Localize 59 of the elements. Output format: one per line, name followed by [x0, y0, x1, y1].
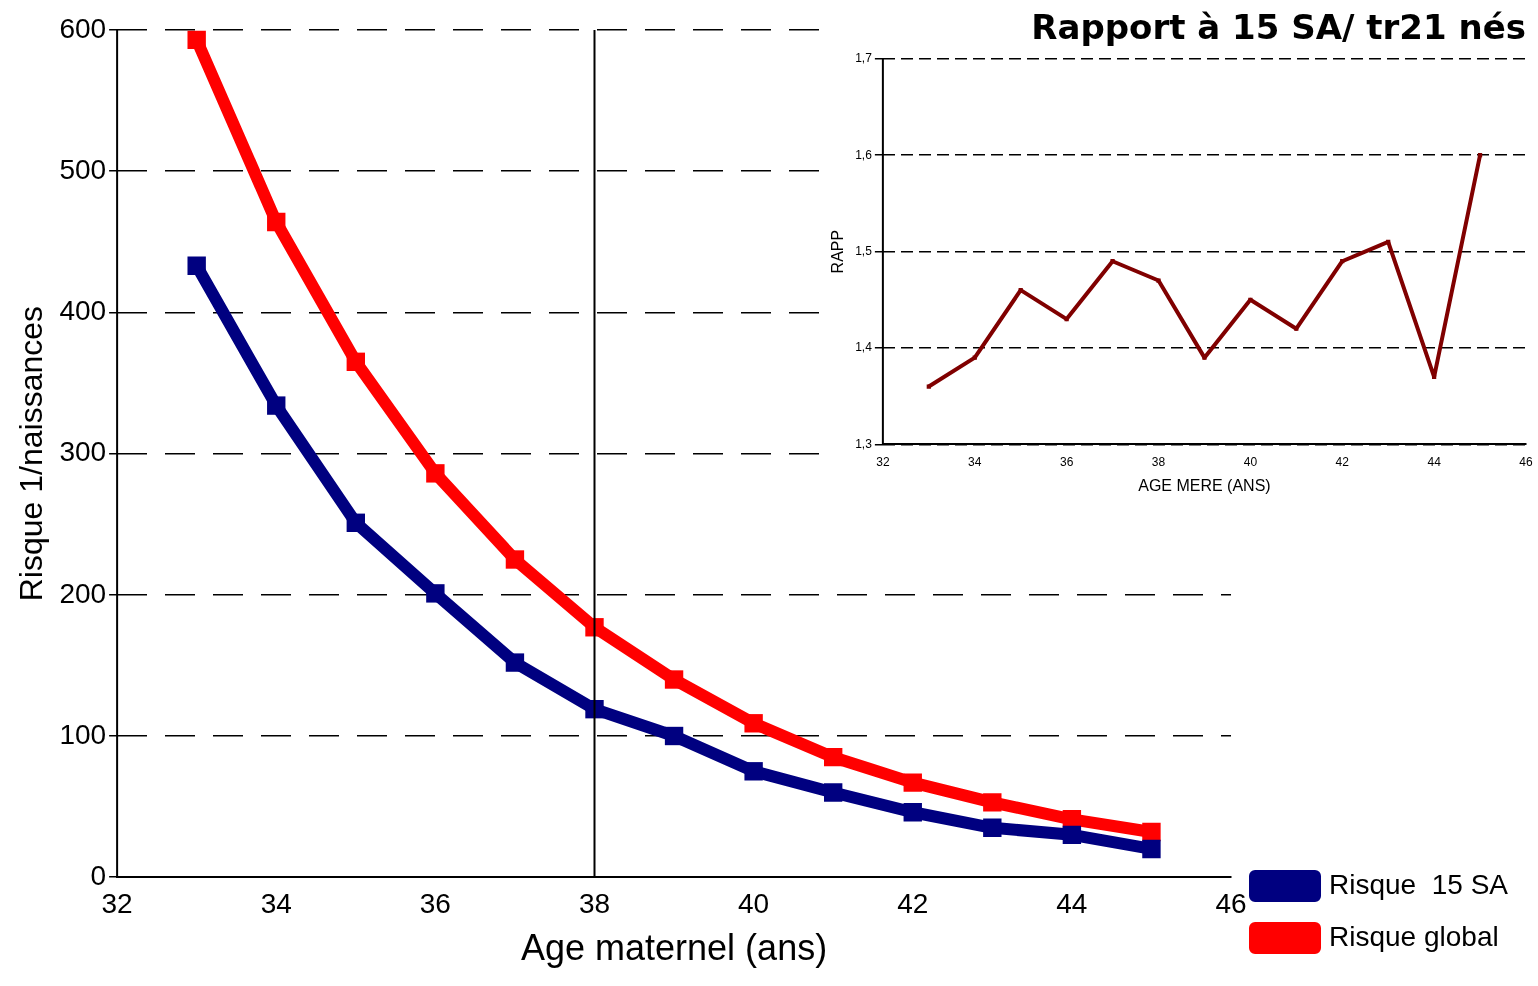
x-tick-label: 40: [1243, 454, 1258, 469]
y-tick-label: 1,7: [855, 51, 873, 66]
y-tick-label: 1,3: [855, 436, 873, 451]
point: [505, 550, 525, 569]
y-tick-label: 100: [59, 718, 107, 750]
point: [346, 352, 365, 372]
x-tick-label: 46: [1519, 454, 1533, 469]
x-tick-label: 36: [1059, 454, 1074, 469]
point: [505, 653, 525, 672]
point: [983, 818, 1002, 837]
x-tick-label: 42: [897, 887, 929, 919]
y-tick-label: 600: [59, 12, 107, 44]
y-axis-title: RAPP: [829, 229, 847, 274]
x-tick-label: 40: [738, 887, 770, 919]
point: [1142, 822, 1161, 842]
point: [1110, 259, 1115, 264]
x-tick-label: 46: [1215, 887, 1247, 919]
point: [983, 793, 1002, 812]
x-tick-label: 34: [968, 454, 982, 469]
point: [664, 670, 684, 689]
y-tick-label: 1,5: [855, 243, 873, 258]
y-tick-label: 300: [59, 436, 107, 468]
y-tick-label: 200: [59, 577, 107, 609]
point: [824, 783, 843, 802]
x-tick-label: 34: [260, 887, 292, 919]
y-tick-label: 400: [59, 295, 107, 327]
point: [267, 212, 286, 232]
legend-label: Risque 15 SA: [1329, 868, 1509, 900]
x-tick-label: 44: [1427, 454, 1442, 469]
x-axis-title: Age maternel (ans): [520, 927, 828, 969]
point: [1062, 825, 1082, 845]
x-axis-title: AGE MERE (ANS): [1138, 476, 1271, 494]
point: [426, 584, 445, 603]
legend-label: Risque global: [1329, 920, 1499, 952]
x-tick-label: 42: [1335, 454, 1350, 469]
point: [1142, 839, 1161, 859]
x-tick-label: 38: [1151, 454, 1166, 469]
point: [903, 773, 922, 792]
x-tick-label: 44: [1056, 887, 1088, 919]
point: [187, 30, 206, 50]
y-tick-label: 1,6: [855, 147, 873, 162]
point: [664, 726, 684, 746]
y-tick-label: 1,4: [855, 340, 873, 355]
y-tick-label: 500: [59, 153, 107, 185]
point: [926, 384, 931, 389]
point: [1156, 278, 1161, 283]
point: [824, 747, 843, 767]
chart-title: Rapport à 15 SA/ tr21 nés: [1031, 7, 1526, 48]
point: [744, 762, 763, 781]
point: [267, 396, 286, 415]
x-tick-label: 36: [419, 887, 451, 919]
y-axis-title: Risque 1/naissances: [13, 305, 50, 602]
x-tick-label: 32: [876, 454, 890, 469]
point: [426, 464, 445, 483]
x-tick-label: 38: [578, 887, 611, 919]
point: [187, 256, 206, 275]
point: [346, 513, 365, 532]
point: [744, 714, 763, 733]
point: [903, 803, 922, 822]
